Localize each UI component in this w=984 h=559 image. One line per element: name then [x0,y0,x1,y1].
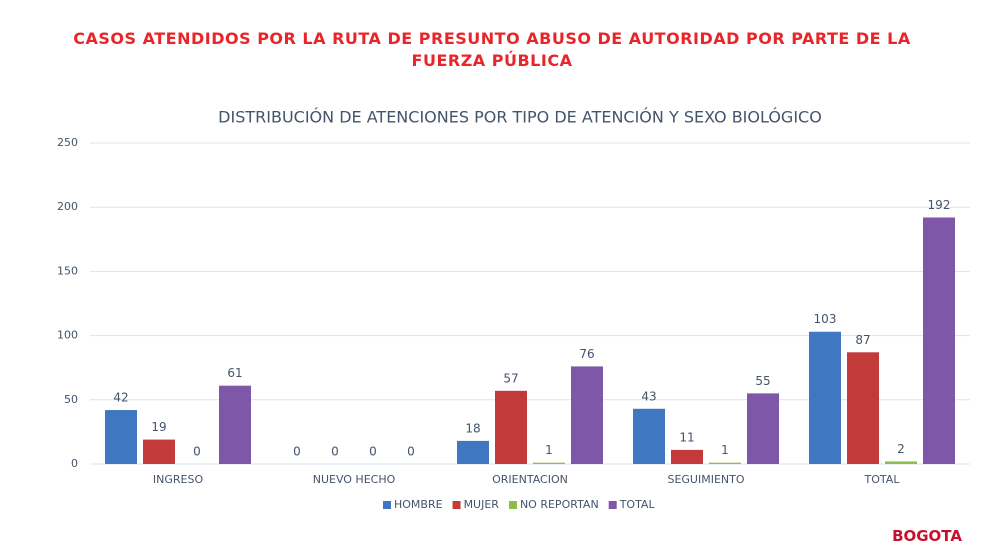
legend-label: NO REPORTAN [520,498,599,511]
bar [633,408,665,464]
bar [571,366,603,464]
y-tick-label: 0 [71,457,78,470]
bar [457,440,489,464]
data-label: 55 [755,374,770,388]
data-label: 87 [855,333,870,347]
data-label: 0 [193,445,201,459]
chart-title: DISTRIBUCIÓN DE ATENCIONES POR TIPO DE A… [218,108,822,127]
legend-swatch [508,501,517,509]
bar [105,410,137,464]
bar [923,217,955,464]
data-label: 19 [151,420,166,434]
bar [671,449,703,464]
data-label: 0 [331,445,339,459]
legend-label: MUJER [464,498,500,511]
data-label: 2 [897,442,905,456]
legend-swatch [452,501,461,509]
y-tick-label: 50 [64,393,78,406]
x-tick-label: ORIENTACION [492,473,568,486]
x-tick-label: NUEVO HECHO [313,473,396,486]
bar [809,331,841,464]
bar [143,439,175,464]
legend-swatch [608,501,617,509]
bar [847,352,879,464]
data-label: 0 [369,445,377,459]
data-label: 18 [465,421,480,435]
x-tick-label: TOTAL [864,473,901,486]
data-label: 11 [679,430,694,444]
bar [709,462,741,464]
y-tick-label: 150 [57,264,78,277]
x-tick-label: SEGUIMIENTO [667,473,744,486]
data-label: 0 [407,445,415,459]
logo: BOGOTA [892,527,962,545]
bar [533,462,565,464]
x-tick-label: INGRESO [153,473,204,486]
legend-label: TOTAL [619,498,656,511]
header-title: CASOS ATENDIDOS POR LA RUTA DE PRESUNTO … [73,29,911,70]
data-label: 61 [227,366,242,380]
y-tick-label: 250 [57,136,78,149]
bar [495,390,527,464]
y-tick-label: 200 [57,200,78,213]
y-tick-label: 100 [57,329,78,342]
data-label: 57 [503,371,518,385]
legend-label: HOMBRE [394,498,443,511]
bar [747,393,779,464]
bar [885,461,917,464]
data-label: 1 [721,443,729,457]
data-label: 76 [579,347,594,361]
bar [219,385,251,464]
data-label: 42 [113,391,128,405]
data-label: 0 [293,445,301,459]
data-label: 103 [814,312,837,326]
data-label: 1 [545,443,553,457]
data-label: 43 [641,389,656,403]
legend-swatch [383,501,391,509]
data-label: 192 [928,198,951,212]
